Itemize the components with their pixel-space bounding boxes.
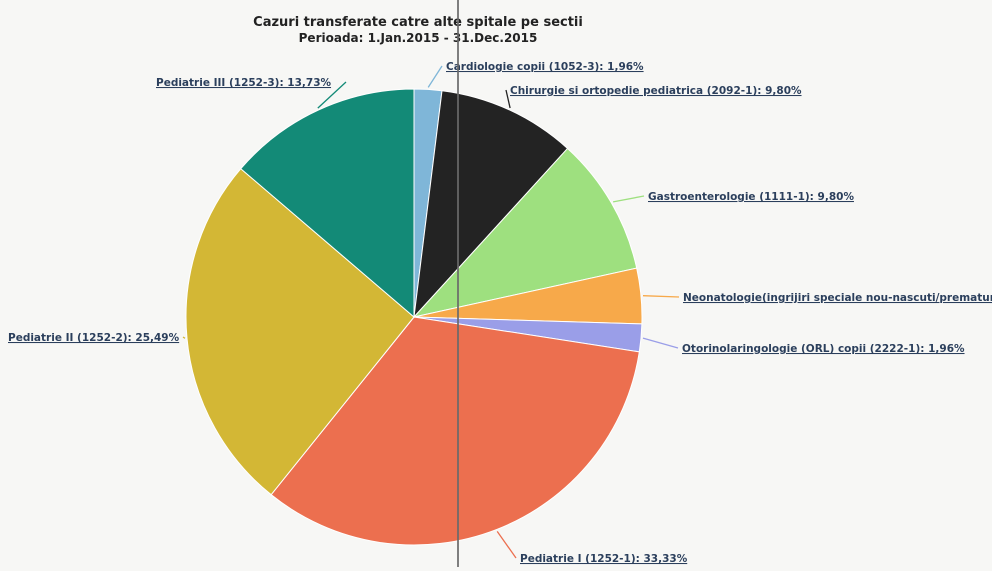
slice-label-7: Pediatrie II (1252-2): 25,49% xyxy=(8,332,180,344)
chart-subtitle: Perioada: 1.Jan.2015 - 31.Dec.2015 xyxy=(299,31,538,45)
pie-slice-3 xyxy=(412,147,638,318)
leader-line-4 xyxy=(642,295,680,298)
leader-line-3 xyxy=(612,195,645,203)
slice-label-5: Otorinolaringologie (ORL) copii (2222-1)… xyxy=(682,343,965,355)
leader-lines xyxy=(182,65,680,559)
pie-slice-7 xyxy=(185,168,415,496)
chart-title: Cazuri transferate catre alte spitale pe… xyxy=(253,15,583,30)
slice-label-1: Cardiologie copii (1052-3): 1,96% xyxy=(446,61,644,73)
leader-line-7 xyxy=(182,336,186,339)
slice-label-4: Neonatologie(ingrijiri speciale nou-nasc… xyxy=(683,292,992,304)
slice-label-8: Pediatrie III (1252-3): 13,73% xyxy=(156,77,332,89)
pie-slice-8 xyxy=(240,88,415,319)
slice-labels: Cardiologie copii (1052-3): 1,96% Chirurg… xyxy=(8,61,992,565)
leader-line-5 xyxy=(642,337,679,349)
slice-label-6: Pediatrie I (1252-1): 33,33% xyxy=(520,553,688,565)
pie-slices xyxy=(185,88,643,546)
scan-line-divider xyxy=(457,0,459,567)
leader-line-2 xyxy=(505,89,511,109)
slice-label-3: Gastroenterologie (1111-1): 9,80% xyxy=(648,191,854,203)
leader-line-1 xyxy=(427,65,443,88)
pie-slice-2 xyxy=(413,90,569,319)
pie-slice-6 xyxy=(270,316,640,546)
leader-line-6 xyxy=(496,531,517,559)
slice-label-2: Chirurgie si ortopedie pediatrica (2092-… xyxy=(510,85,802,97)
leader-line-8 xyxy=(317,81,347,109)
